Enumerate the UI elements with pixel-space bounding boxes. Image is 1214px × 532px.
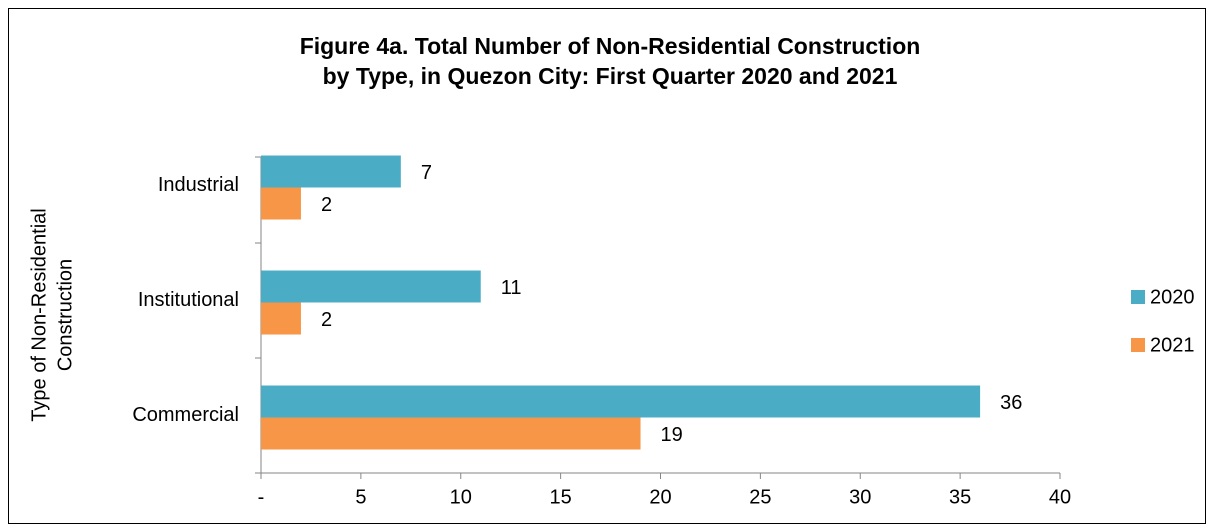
chart-title: by Type, in Quezon City: First Quarter 2…	[323, 63, 898, 89]
x-tick-label: 10	[450, 486, 472, 508]
x-tick-label: 25	[749, 486, 771, 508]
legend-swatch	[1131, 338, 1145, 352]
bar	[261, 385, 981, 418]
x-tick-label: 30	[849, 486, 871, 508]
y-axis-label: Type of Non-Residential	[28, 208, 50, 421]
bar	[261, 155, 401, 188]
bar	[261, 187, 301, 220]
data-label: 2	[321, 194, 332, 216]
data-label: 7	[421, 162, 432, 184]
legend-label: 2021	[1150, 334, 1195, 356]
bar	[261, 302, 301, 335]
data-label: 11	[501, 277, 522, 299]
bar	[261, 417, 641, 450]
x-tick-label: 20	[649, 486, 671, 508]
x-tick-label: 40	[1049, 486, 1071, 508]
data-label: 19	[661, 424, 683, 446]
x-tick-label: 15	[550, 486, 572, 508]
chart-title: Figure 4a. Total Number of Non-Residenti…	[300, 33, 921, 59]
x-tick-label: 35	[949, 486, 971, 508]
x-tick-label: -	[258, 486, 265, 508]
data-label: 36	[1000, 392, 1022, 414]
data-label: 2	[321, 309, 332, 331]
bar	[261, 270, 481, 303]
y-axis-label: Construction	[54, 259, 76, 371]
x-tick-label: 5	[355, 486, 366, 508]
y-tick-label: Commercial	[132, 404, 239, 426]
legend-swatch	[1131, 290, 1145, 304]
y-tick-label: Institutional	[138, 289, 239, 311]
legend-label: 2020	[1150, 286, 1195, 308]
y-tick-label: Industrial	[158, 174, 239, 196]
